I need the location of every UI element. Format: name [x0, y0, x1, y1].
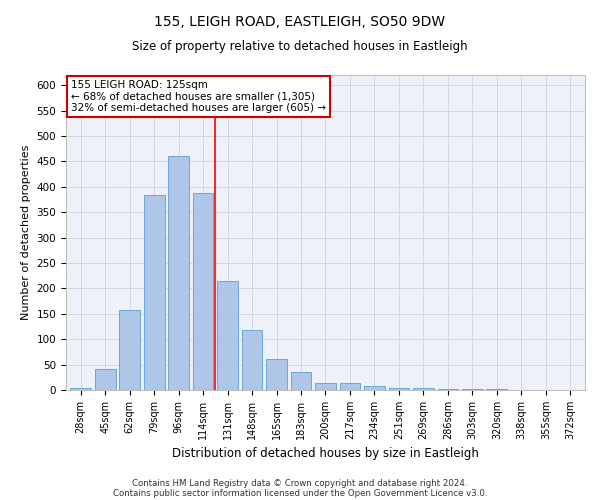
- Bar: [266, 358, 287, 390]
- Bar: [144, 196, 164, 390]
- Bar: [217, 281, 238, 390]
- Bar: [315, 383, 336, 390]
- Bar: [119, 310, 140, 390]
- Y-axis label: Number of detached properties: Number of detached properties: [21, 145, 31, 320]
- Bar: [389, 388, 409, 390]
- Bar: [340, 384, 361, 390]
- Bar: [95, 368, 116, 390]
- Text: Contains public sector information licensed under the Open Government Licence v3: Contains public sector information licen…: [113, 488, 487, 498]
- Bar: [242, 330, 262, 390]
- Text: Contains HM Land Registry data © Crown copyright and database right 2024.: Contains HM Land Registry data © Crown c…: [132, 478, 468, 488]
- Bar: [290, 372, 311, 390]
- Bar: [437, 389, 458, 390]
- Bar: [413, 388, 434, 390]
- Bar: [364, 386, 385, 390]
- Text: Size of property relative to detached houses in Eastleigh: Size of property relative to detached ho…: [132, 40, 468, 53]
- X-axis label: Distribution of detached houses by size in Eastleigh: Distribution of detached houses by size …: [172, 448, 479, 460]
- Bar: [168, 156, 189, 390]
- Text: 155 LEIGH ROAD: 125sqm
← 68% of detached houses are smaller (1,305)
32% of semi-: 155 LEIGH ROAD: 125sqm ← 68% of detached…: [71, 80, 326, 113]
- Text: 155, LEIGH ROAD, EASTLEIGH, SO50 9DW: 155, LEIGH ROAD, EASTLEIGH, SO50 9DW: [154, 15, 446, 29]
- Bar: [70, 388, 91, 390]
- Bar: [193, 193, 214, 390]
